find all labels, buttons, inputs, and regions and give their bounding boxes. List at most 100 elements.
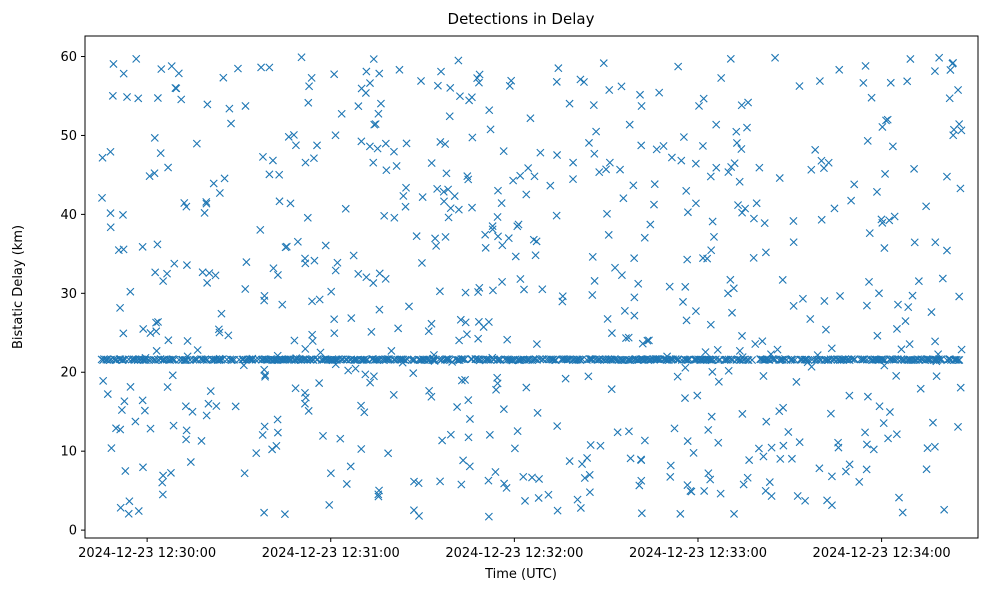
data-point xyxy=(789,238,798,247)
data-point xyxy=(841,467,850,476)
data-point xyxy=(375,486,384,495)
data-point xyxy=(453,403,462,412)
data-point xyxy=(383,355,392,364)
data-point xyxy=(177,95,186,104)
data-point xyxy=(301,344,310,353)
data-point xyxy=(863,392,872,401)
data-point xyxy=(914,277,923,286)
data-point xyxy=(552,77,561,86)
data-point xyxy=(389,390,398,399)
data-point xyxy=(112,424,121,433)
data-point xyxy=(787,454,796,463)
data-point xyxy=(459,456,468,465)
data-point xyxy=(444,213,453,222)
data-point xyxy=(441,140,450,149)
data-point xyxy=(569,175,577,184)
data-point xyxy=(273,415,282,424)
data-point xyxy=(682,186,691,195)
data-point xyxy=(475,70,484,79)
data-point xyxy=(367,327,376,336)
data-point xyxy=(465,414,474,423)
data-point xyxy=(502,483,511,492)
data-point xyxy=(956,184,965,193)
data-point xyxy=(402,139,411,148)
data-point xyxy=(952,355,961,364)
data-point xyxy=(538,285,547,294)
data-point xyxy=(869,445,878,454)
data-point xyxy=(617,271,626,280)
data-point xyxy=(691,159,700,168)
data-point xyxy=(455,92,464,101)
data-point xyxy=(468,133,477,142)
data-point xyxy=(743,123,751,132)
data-point xyxy=(197,436,206,445)
data-point xyxy=(443,355,452,364)
data-point xyxy=(558,297,567,306)
data-point xyxy=(955,292,964,301)
x-tick-label: 2024-12-23 12:31:00 xyxy=(262,546,400,561)
data-point xyxy=(892,324,901,333)
data-point xyxy=(204,399,213,408)
data-point xyxy=(865,277,873,286)
data-point xyxy=(673,372,682,381)
data-point xyxy=(534,493,543,502)
data-point xyxy=(883,115,892,124)
data-point xyxy=(273,270,282,279)
data-point xyxy=(700,486,709,495)
data-point xyxy=(613,428,622,437)
data-point xyxy=(275,170,284,179)
data-point xyxy=(150,133,159,142)
data-point xyxy=(811,145,820,154)
data-point xyxy=(461,288,470,297)
data-point xyxy=(132,54,141,63)
data-point xyxy=(678,297,687,306)
data-point xyxy=(402,183,411,192)
data-point xyxy=(706,475,715,484)
data-point xyxy=(337,109,346,118)
data-point xyxy=(726,275,735,284)
data-point xyxy=(430,356,439,365)
data-point xyxy=(409,369,418,378)
data-point xyxy=(590,276,599,285)
data-point xyxy=(261,372,270,381)
data-point xyxy=(315,379,324,388)
data-point xyxy=(369,279,378,288)
data-point xyxy=(124,509,133,518)
data-point xyxy=(217,309,226,318)
data-point xyxy=(428,356,437,365)
data-point xyxy=(365,142,374,151)
data-point xyxy=(845,391,854,400)
data-point xyxy=(508,356,517,365)
data-point xyxy=(698,254,707,263)
data-point xyxy=(458,355,467,364)
data-point xyxy=(885,216,894,225)
data-point xyxy=(465,462,474,471)
y-axis-title: Bistatic Delay (km) xyxy=(11,225,26,349)
data-point xyxy=(784,428,793,437)
data-point xyxy=(532,340,541,349)
data-point xyxy=(240,469,249,478)
data-point xyxy=(146,424,155,433)
data-point xyxy=(877,215,886,224)
data-point xyxy=(303,213,312,222)
data-point xyxy=(174,69,183,78)
data-point xyxy=(481,243,490,252)
data-point xyxy=(202,197,211,206)
data-point xyxy=(219,73,228,82)
data-point xyxy=(414,479,423,488)
data-point xyxy=(744,98,753,107)
data-point xyxy=(252,449,261,458)
data-point xyxy=(445,112,454,121)
data-point xyxy=(535,474,544,483)
data-point xyxy=(99,376,108,385)
data-point xyxy=(241,284,250,293)
data-point xyxy=(215,328,224,337)
data-point xyxy=(771,53,780,62)
data-point xyxy=(605,158,614,167)
data-point xyxy=(315,295,324,304)
data-point xyxy=(381,274,390,283)
data-point xyxy=(256,225,265,234)
data-point xyxy=(181,402,190,411)
data-point xyxy=(290,336,299,345)
